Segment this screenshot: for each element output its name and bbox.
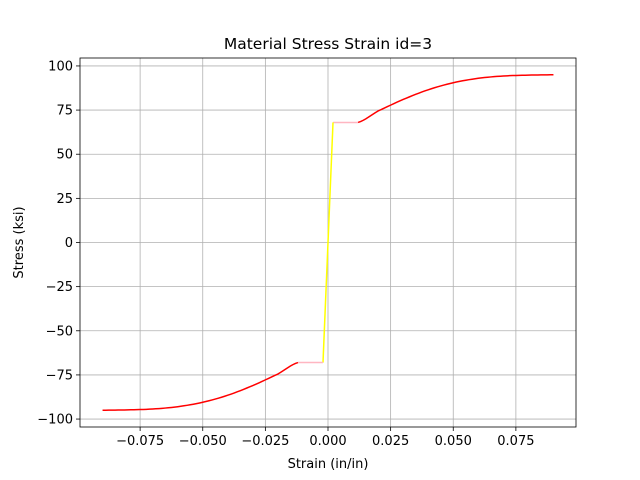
x-tick-label: −0.075 [116,434,164,449]
chart-title: Material Stress Strain id=3 [224,35,432,53]
y-tick-label: 75 [56,104,73,119]
series-line [322,122,334,363]
series-layer [102,74,554,411]
y-tick-label: −50 [46,324,73,339]
y-tick-label: −100 [37,413,73,428]
x-tick-label: 0.075 [497,434,534,449]
x-tick-label: −0.050 [179,434,227,449]
series-line [357,74,554,124]
y-tick-label: −75 [46,368,73,383]
x-tick-label: −0.025 [241,434,289,449]
y-tick-label: 50 [56,148,73,163]
tick-layer: −0.075 −0.050 −0.025 0.000 0.025 0.050 0.075 10… [37,59,534,449]
x-tick-label: 0.025 [372,434,409,449]
series-line [102,361,299,411]
y-tick-label: −25 [46,280,73,295]
y-tick-label: 100 [48,59,73,74]
y-axis-label: Stress (ksi) [12,206,27,278]
y-tick-label: 0 [65,236,73,251]
x-tick-label: 0.050 [435,434,472,449]
x-axis-label: Strain (in/in) [288,457,369,472]
y-tick-label: 25 [56,192,73,207]
x-tick-label: 0.000 [309,434,346,449]
